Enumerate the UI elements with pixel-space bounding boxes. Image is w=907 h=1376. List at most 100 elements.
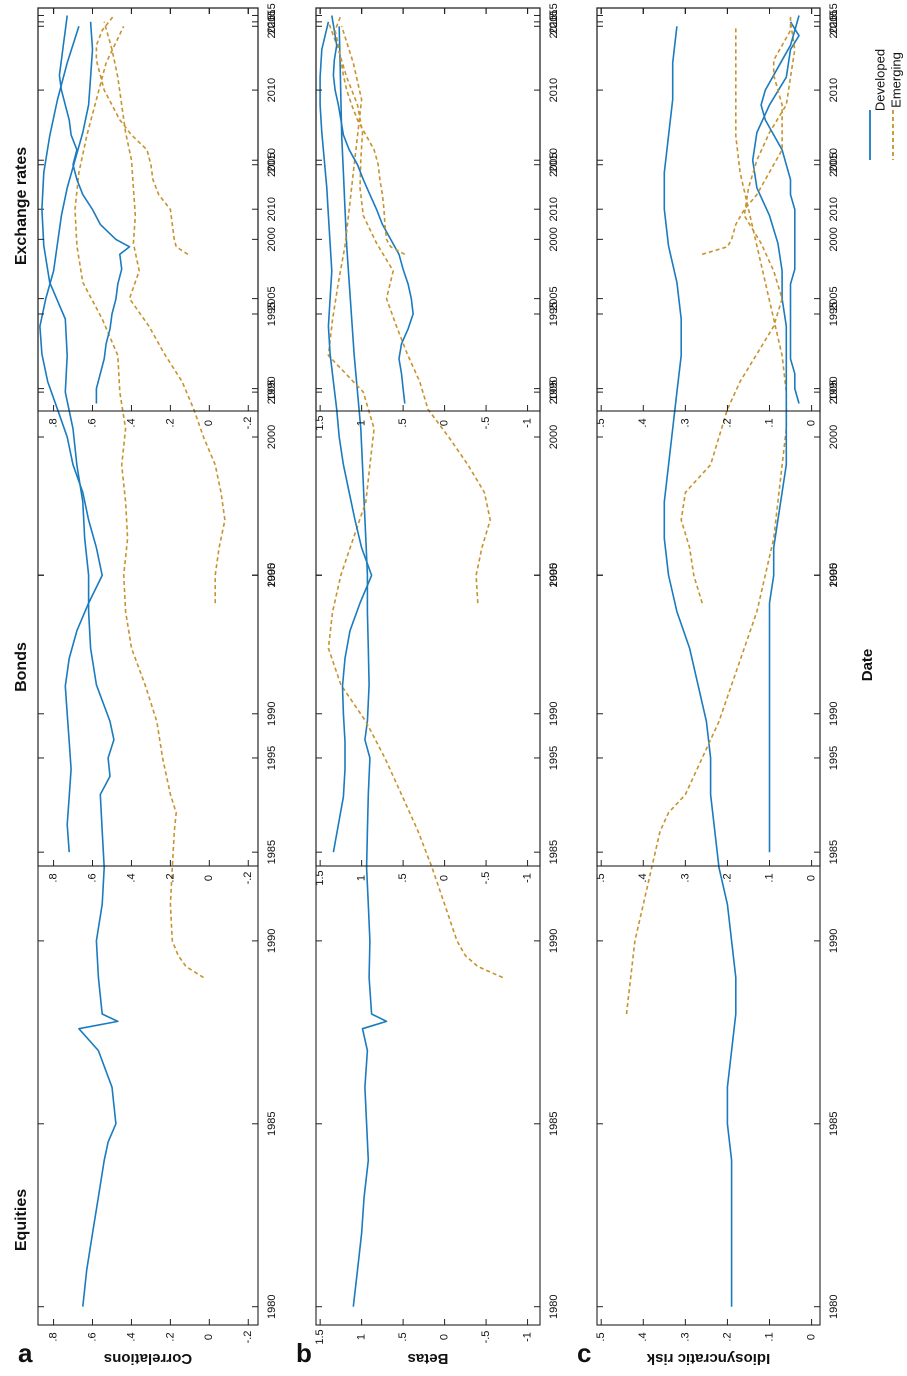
value-tick-label: 1.5: [314, 1329, 326, 1344]
value-tick-label: 1.5: [314, 870, 326, 885]
year-tick-label: 1985: [266, 1112, 278, 1136]
value-tick-label: -.2: [242, 417, 254, 430]
value-tick-label: .5: [595, 873, 607, 882]
year-tick-label: 1980: [266, 1294, 278, 1318]
year-tick-label: 1995: [828, 563, 840, 587]
plot-frame: [37, 7, 259, 1326]
value-tick-label: .6: [86, 418, 98, 427]
value-tick-label: .3: [679, 1332, 691, 1341]
year-tick-label: 2010: [266, 148, 278, 172]
year-tick-label: 2005: [548, 286, 560, 310]
year-tick-label: 1985: [828, 1112, 840, 1136]
year-tick-label: 2000: [828, 425, 840, 449]
series-developed-line: [58, 15, 131, 404]
value-tick-label: -.2: [242, 1331, 254, 1344]
value-tick-label: -.5: [480, 872, 492, 885]
year-tick-label: 1990: [266, 929, 278, 953]
panel-letter-a: a: [18, 1338, 33, 1368]
year-tick-label: 2015: [266, 3, 278, 27]
year-tick-label: 1990: [548, 376, 560, 400]
year-tick-label: 2015: [828, 10, 840, 34]
year-tick-label: 1990: [266, 376, 278, 400]
value-tick-label: -1: [521, 418, 533, 428]
value-tick-label: .2: [721, 418, 733, 427]
value-tick-label: -1: [521, 873, 533, 883]
series-developed-line: [338, 26, 388, 1307]
value-tick-label: .1: [763, 873, 775, 882]
year-tick-label: 1995: [266, 563, 278, 587]
year-tick-label: 2015: [828, 3, 840, 27]
year-tick-label: 2010: [828, 78, 840, 102]
year-tick-label: 1990: [828, 702, 840, 726]
year-tick-label: 2010: [548, 197, 560, 221]
year-tick-label: 2000: [548, 425, 560, 449]
plot-frame: [315, 7, 541, 412]
year-tick-label: 2015: [548, 10, 560, 34]
value-tick-label: 0: [805, 1334, 817, 1340]
year-tick-label: 1995: [828, 302, 840, 326]
series-developed-line: [760, 15, 800, 404]
year-tick-label: 2000: [828, 563, 840, 587]
value-tick-label: .4: [637, 418, 649, 427]
year-tick-label: 2000: [548, 227, 560, 251]
value-tick-label: .4: [125, 418, 137, 427]
value-tick-label: .2: [721, 1332, 733, 1341]
value-tick-label: .5: [595, 1332, 607, 1341]
series-developed-line: [319, 21, 373, 853]
value-tick-label: .5: [595, 418, 607, 427]
year-tick-label: 2005: [548, 152, 560, 176]
value-tick-label: .5: [397, 873, 409, 882]
value-tick-label: .1: [763, 418, 775, 427]
year-tick-label: 2015: [266, 14, 278, 38]
plot-frame: [596, 7, 821, 412]
year-tick-label: 2005: [266, 152, 278, 176]
year-tick-label: 2000: [548, 563, 560, 587]
year-tick-label: 1995: [266, 302, 278, 326]
series-developed-line: [331, 15, 414, 404]
value-tick-label: .4: [125, 873, 137, 882]
panel-2-0: .5.4.3.2.1 019801985199019952000200520102…: [595, 7, 840, 1342]
value-tick-label: .2: [164, 1332, 176, 1341]
year-tick-label: 1995: [828, 746, 840, 770]
year-tick-label: 2000: [266, 425, 278, 449]
year-tick-label: 2005: [548, 380, 560, 404]
column-title-0: Equities: [13, 1189, 30, 1251]
value-tick-label: .3: [679, 418, 691, 427]
panel-letter-c: c: [577, 1338, 591, 1368]
year-tick-label: 2015: [266, 10, 278, 34]
series-emerging-line: [680, 21, 796, 604]
year-tick-label: 2010: [828, 197, 840, 221]
value-tick-label: .2: [164, 873, 176, 882]
series-emerging-line: [327, 26, 504, 979]
value-tick-label: .8: [47, 1332, 59, 1341]
year-tick-label: 2000: [266, 563, 278, 587]
year-tick-label: 2010: [266, 197, 278, 221]
value-tick-label: .5: [397, 418, 409, 427]
plot-frame: [37, 7, 259, 412]
plot-frame: [596, 7, 821, 1326]
series-emerging-line: [334, 15, 406, 256]
year-tick-label: 1985: [828, 840, 840, 864]
year-tick-label: 1990: [828, 929, 840, 953]
value-tick-label: -.2: [242, 872, 254, 885]
series-developed-line: [751, 21, 800, 853]
value-tick-label: .6: [86, 1332, 98, 1341]
year-tick-label: 2010: [828, 148, 840, 172]
row-label-1: Betas: [408, 1350, 449, 1367]
value-tick-label: 1.5: [314, 415, 326, 430]
value-tick-label: .4: [125, 1332, 137, 1341]
series-developed-line: [663, 26, 737, 1307]
series-developed-line: [41, 26, 119, 1307]
year-tick-label: 1980: [828, 1294, 840, 1318]
x-axis-label: Date: [859, 649, 876, 682]
legend: Developed Emerging: [869, 49, 903, 160]
value-tick-label: 0: [203, 875, 215, 881]
value-tick-label: 1: [356, 420, 368, 426]
row-label-2: Idiosyncratic risk: [646, 1350, 770, 1367]
column-title-2: Exchange rates: [13, 147, 30, 265]
